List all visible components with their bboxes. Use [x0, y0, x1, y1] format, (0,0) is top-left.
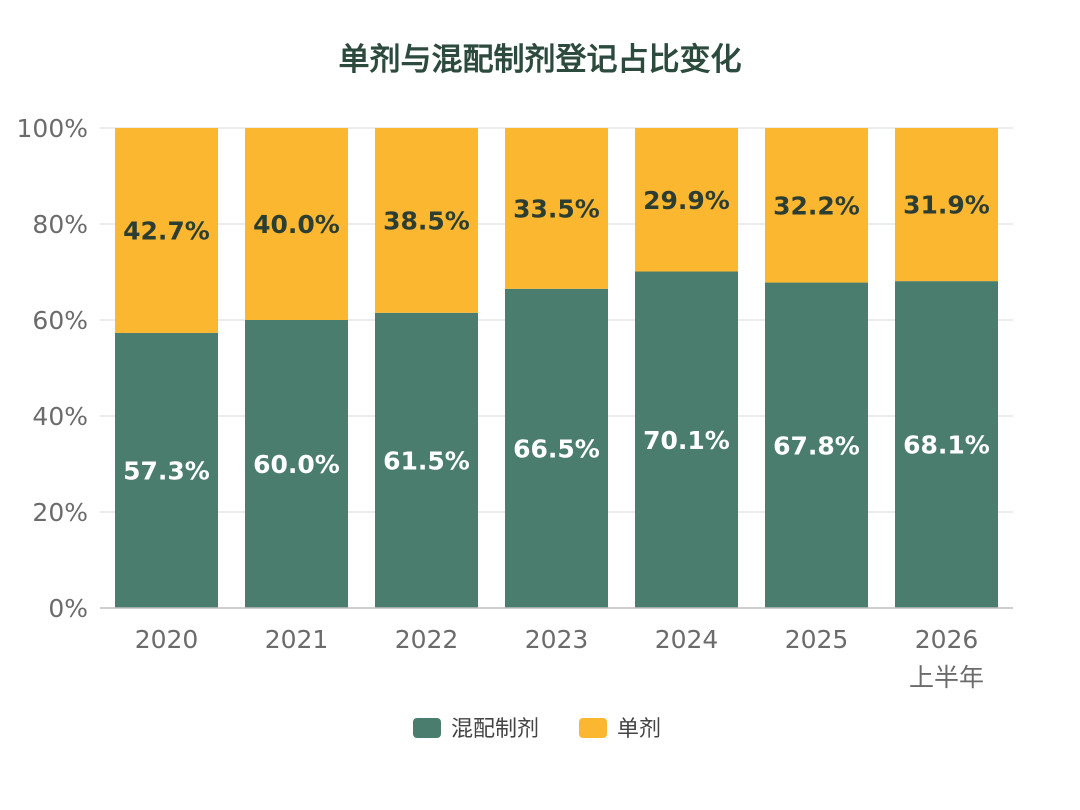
bars: [115, 128, 998, 608]
legend-label: 单剂: [617, 717, 661, 742]
bar-segment: [635, 271, 738, 608]
bar-segment: [765, 282, 868, 608]
bar-segment: [505, 288, 608, 608]
data-label: 70.1%: [643, 426, 730, 455]
data-label: 32.2%: [773, 191, 860, 220]
data-label: 31.9%: [903, 191, 990, 220]
legend-label: 混配制剂: [451, 717, 539, 742]
bar-segment: [635, 128, 738, 272]
data-label: 66.5%: [513, 434, 600, 463]
chart-title: 单剂与混配制剂登记占比变化: [339, 42, 742, 78]
x-tick-label: 2021: [265, 625, 329, 654]
y-axis-ticks: 0% 20% 40% 60% 80% 100%: [17, 114, 88, 623]
y-tick-label: 60%: [32, 306, 88, 335]
legend-swatch: [413, 718, 441, 738]
bar-segment: [765, 128, 868, 283]
bar-segment: [245, 320, 348, 608]
x-tick-label: 2026: [915, 625, 979, 654]
bar-segment: [115, 128, 218, 333]
x-tick-label: 2020: [135, 625, 199, 654]
bar-segment: [895, 281, 998, 608]
x-tick-label: 2024: [655, 625, 719, 654]
data-label: 68.1%: [903, 431, 990, 460]
bar-segment: [245, 128, 348, 320]
x-tick-label: 2025: [785, 625, 849, 654]
y-tick-label: 0%: [48, 594, 88, 623]
data-label: 40.0%: [253, 210, 340, 239]
data-label: 57.3%: [123, 456, 210, 485]
bar-segment: [375, 128, 478, 313]
bar-segment: [115, 332, 218, 608]
data-label: 60.0%: [253, 450, 340, 479]
x-tick-sublabel: 上半年: [909, 663, 984, 692]
bar-segment: [895, 128, 998, 282]
legend: 混配制剂 单剂: [413, 717, 661, 742]
data-label: 29.9%: [643, 186, 730, 215]
data-label: 61.5%: [383, 446, 470, 475]
legend-swatch: [579, 718, 607, 738]
data-label: 67.8%: [773, 431, 860, 460]
data-label: 38.5%: [383, 206, 470, 235]
y-tick-label: 100%: [17, 114, 88, 143]
y-tick-label: 80%: [32, 210, 88, 239]
bar-segment: [505, 128, 608, 289]
data-label: 33.5%: [513, 194, 600, 223]
y-tick-label: 40%: [32, 402, 88, 431]
bar-segment: [375, 312, 478, 608]
data-label: 42.7%: [123, 216, 210, 245]
x-tick-label: 2023: [525, 625, 589, 654]
value-labels: 57.3% 42.7% 60.0% 40.0% 61.5% 38.5% 66.5% 33.5%…: [123, 186, 990, 486]
y-tick-label: 20%: [32, 498, 88, 527]
x-tick-label: 2022: [395, 625, 459, 654]
x-axis-labels: 2020 2021 2022 2023 2024 2025 2026 上半年: [135, 625, 984, 692]
